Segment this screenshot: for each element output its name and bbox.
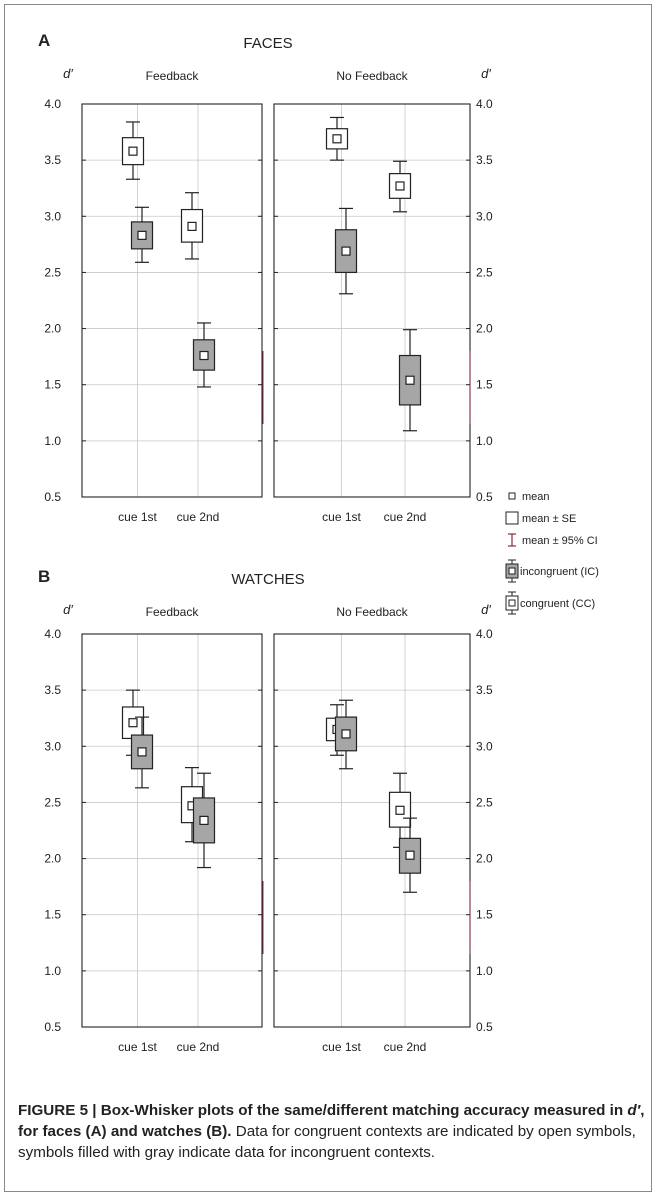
figure-chart: A FACES d′ d′ Feedback cue 1st cue 2nd No Feedb…: [38, 31, 599, 1054]
caption-text: Data for congruent contexts are indicate…: [18, 1123, 636, 1161]
y-tick-label: 3.5: [44, 153, 61, 167]
y-tick-label: 3.0: [44, 209, 61, 223]
category-label: cue 1st: [118, 1040, 157, 1054]
y-tick-label: 3.5: [476, 153, 493, 167]
plot-frame: [81, 103, 263, 498]
plot-frame: [81, 633, 263, 1028]
y-tick-label: 2.0: [44, 322, 61, 336]
mean-marker: [137, 230, 147, 240]
y-tick-label: 0.5: [476, 490, 493, 504]
y-tick-label: 2.0: [476, 852, 493, 866]
y-tick-label: 3.0: [476, 209, 493, 223]
figure-caption: FIGURE 5 | Box-Whisker plots of the same…: [18, 1100, 646, 1163]
y-tick-label: 1.0: [44, 964, 61, 978]
mean-marker: [405, 850, 415, 860]
mean-marker: [187, 221, 197, 231]
mean-marker: [395, 805, 405, 815]
y-tick-label: 3.0: [44, 739, 61, 753]
y-tick-label: 4.0: [44, 627, 61, 641]
y-tick-label: 0.5: [476, 1020, 493, 1034]
y-tick-label: 0.5: [44, 490, 61, 504]
plot-frame: [273, 103, 471, 498]
category-label: cue 2nd: [177, 510, 220, 524]
y-tick-label: 3.5: [44, 683, 61, 697]
figure-frame: [4, 4, 652, 1192]
caption-label-end: , for faces (A) and watches (B).: [18, 1102, 645, 1140]
y-tick-label: 1.0: [476, 964, 493, 978]
y-tick-label: 1.0: [476, 434, 493, 448]
y-axis-label: d′: [481, 602, 491, 617]
y-tick-label: 3.0: [476, 739, 493, 753]
category-label: cue 2nd: [384, 1040, 427, 1054]
mean-marker: [199, 350, 209, 361]
y-axis-label: d′: [481, 66, 491, 81]
category-label: cue 1st: [322, 510, 361, 524]
legend-item: mean ± SE: [522, 513, 576, 525]
mean-marker: [199, 815, 209, 825]
y-tick-label: 1.5: [476, 378, 493, 392]
legend-item: mean ± 95% CI: [522, 535, 598, 547]
mean-marker: [128, 718, 138, 728]
y-tick-label: 4.0: [476, 627, 493, 641]
mean-marker: [395, 181, 405, 191]
y-tick-label: 2.0: [44, 852, 61, 866]
mean-marker: [405, 375, 415, 385]
mean-marker: [137, 747, 147, 757]
category-label: cue 2nd: [384, 510, 427, 524]
legend-cc-icon: [508, 599, 516, 607]
subplot-title: Feedback: [146, 605, 200, 619]
subplot-title: No Feedback: [336, 605, 408, 619]
panel-title: FACES: [243, 35, 292, 52]
legend-se-icon: [505, 511, 519, 525]
y-tick-label: 1.5: [44, 378, 61, 392]
y-tick-label: 2.5: [476, 795, 493, 809]
legend-mean-icon: [508, 492, 516, 500]
panel-title: WATCHES: [231, 571, 304, 588]
category-label: cue 1st: [322, 1040, 361, 1054]
y-tick-label: 3.5: [476, 683, 493, 697]
panel-letter: A: [38, 31, 50, 50]
y-axis-label: d′: [63, 602, 73, 617]
y-tick-label: 2.0: [476, 322, 493, 336]
subplot-title: No Feedback: [336, 69, 408, 83]
y-tick-label: 1.0: [44, 434, 61, 448]
mean-marker: [128, 146, 138, 156]
panel-letter: B: [38, 567, 50, 586]
caption-label-italic: d′: [627, 1102, 641, 1119]
legend-item: mean: [522, 491, 550, 503]
legend-item: incongruent (IC): [520, 566, 599, 578]
y-tick-label: 2.5: [44, 265, 61, 279]
subplot-title: Feedback: [146, 69, 200, 83]
caption-label: FIGURE 5 | Box-Whisker plots of the same…: [18, 1102, 628, 1119]
plot-frame: [273, 633, 471, 1028]
mean-marker: [341, 729, 351, 739]
y-tick-label: 2.5: [44, 795, 61, 809]
category-label: cue 2nd: [177, 1040, 220, 1054]
y-tick-label: 1.5: [44, 908, 61, 922]
mean-marker: [341, 246, 351, 256]
y-tick-label: 1.5: [476, 908, 493, 922]
category-label: cue 1st: [118, 510, 157, 524]
mean-marker: [332, 134, 342, 144]
legend-item: congruent (CC): [520, 598, 595, 610]
y-axis-label: d′: [63, 66, 73, 81]
y-tick-label: 2.5: [476, 265, 493, 279]
y-tick-label: 4.0: [44, 97, 61, 111]
y-tick-label: 4.0: [476, 97, 493, 111]
legend-ic-icon: [508, 567, 516, 575]
y-tick-label: 0.5: [44, 1020, 61, 1034]
